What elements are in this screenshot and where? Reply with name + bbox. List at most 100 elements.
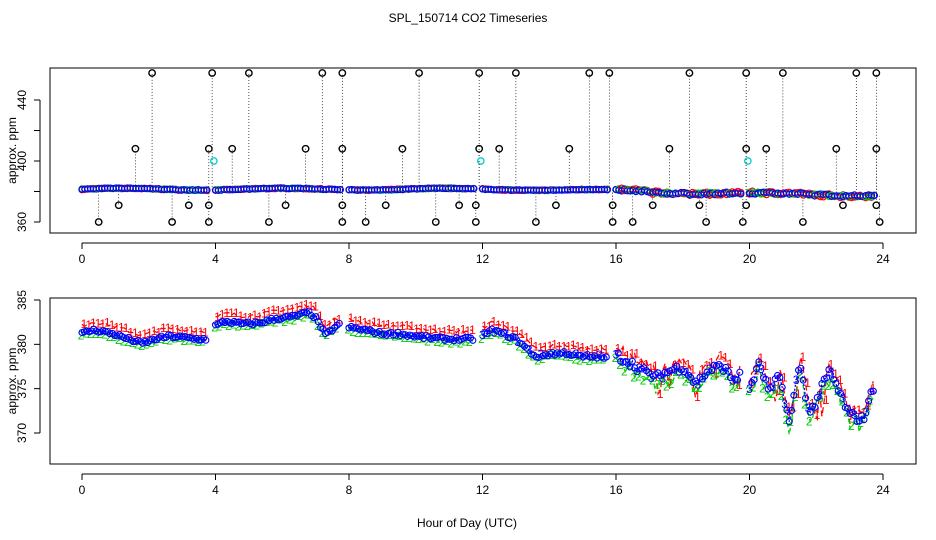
series-1-label: 1: [795, 387, 802, 401]
series-1-label: 1: [99, 317, 106, 331]
series-3-point: [350, 324, 358, 332]
series-3-point: [750, 376, 758, 384]
series-3-label: 3: [758, 362, 765, 376]
series-3-point: [586, 353, 594, 361]
series-1-label: 1: [523, 330, 530, 344]
series-3-point: [256, 319, 264, 327]
series-1-label: 1: [284, 303, 291, 317]
spike-marker: [762, 144, 771, 153]
series-1-label: 1: [317, 309, 324, 323]
spike-marker: [495, 144, 504, 153]
series-3-point: [722, 363, 730, 372]
series-2-label: 2: [710, 369, 717, 383]
series-2-label: 2: [769, 387, 776, 401]
series-3-point: [736, 368, 744, 376]
series-3-point: [94, 328, 102, 336]
series-1-label: 1: [643, 357, 650, 371]
series-1-label: 1: [127, 325, 134, 339]
series-3-point: [331, 324, 339, 332]
spike-marker: [832, 144, 841, 153]
series-1-label: 1: [308, 299, 315, 313]
series-2-label: 2: [658, 374, 665, 388]
series-1-label: 1: [619, 345, 626, 359]
series-1-label: 1: [575, 339, 582, 353]
series-blue-point: [333, 186, 342, 194]
series-3-point: [675, 368, 683, 376]
series-3-label: 3: [793, 373, 800, 387]
series-3-line: [215, 310, 340, 335]
spike-marker: [648, 201, 657, 210]
series-3-point: [830, 375, 838, 384]
series-1-label: 1: [275, 303, 282, 317]
series-3-point: [656, 372, 664, 380]
series-3-label: 3: [694, 377, 701, 391]
series-2-label: 2: [778, 389, 785, 403]
series-3-point: [703, 368, 711, 376]
series-1-label: 1: [385, 317, 392, 331]
series-2-label: 2: [115, 333, 122, 347]
series-2-label: 2: [801, 398, 808, 412]
series-2-label: 2: [595, 352, 602, 366]
series-1-label: 1: [533, 339, 540, 353]
series-3-point: [511, 333, 519, 341]
series-1-label: 1: [81, 317, 88, 331]
spike-marker: [585, 69, 594, 77]
series-3-point: [289, 311, 297, 319]
series-2-label: 2: [733, 380, 740, 394]
series-1-label: 1: [509, 323, 516, 337]
series-1-line: [348, 317, 473, 334]
series-1-label: 1: [786, 400, 793, 414]
series-2-label: 2: [354, 326, 361, 340]
series-1-label: 1: [446, 322, 453, 336]
series-2-label: 2: [825, 379, 832, 393]
series-3-label: 3: [863, 405, 870, 419]
series-1-label: 1: [519, 327, 526, 341]
series-1-label: 1: [242, 310, 249, 324]
series-3-point: [359, 325, 367, 333]
spike-marker: [475, 69, 484, 77]
series-2-label: 2: [562, 350, 569, 364]
series-1-label: 1: [95, 317, 102, 331]
x-tick-label: 8: [346, 252, 353, 266]
spike-marker: [338, 69, 347, 77]
series-1-label: 1: [238, 309, 245, 323]
series-3-label: 3: [526, 343, 533, 357]
series-2-label: 2: [867, 393, 874, 407]
spike-marker: [455, 201, 464, 210]
spike-marker: [665, 144, 674, 153]
series-3-point: [645, 369, 653, 377]
series-1-label: 1: [464, 324, 471, 338]
series-3-point: [621, 357, 629, 366]
series-2-label: 2: [295, 309, 302, 323]
series-2-label: 2: [396, 329, 403, 343]
series-1-label: 1: [727, 357, 734, 371]
series-1-label: 1: [289, 302, 296, 316]
y-tick-label: 380: [15, 334, 29, 354]
series-3-point: [802, 394, 810, 402]
series-3-point: [106, 330, 114, 338]
series-3-point: [701, 372, 709, 380]
series-2-label: 2: [363, 326, 370, 340]
series-2-label: 2: [759, 382, 766, 396]
spike-marker: [552, 201, 560, 210]
series-3-point: [631, 364, 639, 372]
series-3-point: [558, 349, 566, 357]
spike-marker: [471, 218, 480, 226]
series-1-label: 1: [603, 342, 610, 356]
series-1-label: 1: [118, 320, 125, 334]
series-3-label: 3: [746, 382, 753, 396]
series-1-label: 1: [312, 299, 319, 313]
series-1-label: 1: [261, 307, 268, 321]
series-3-label: 3: [828, 365, 835, 379]
series-2-label: 2: [447, 336, 454, 350]
spike-marker: [742, 69, 751, 77]
spike-marker: [244, 69, 253, 77]
series-1-label: 1: [542, 340, 549, 354]
series-2-label: 2: [291, 314, 298, 328]
series-1-label: 1: [455, 326, 462, 340]
series-2-label: 2: [180, 334, 187, 348]
series-2-label: 2: [382, 329, 389, 343]
series-1-label: 1: [561, 340, 568, 354]
series-1-label: 1: [537, 340, 544, 354]
series-3-point: [469, 336, 477, 344]
